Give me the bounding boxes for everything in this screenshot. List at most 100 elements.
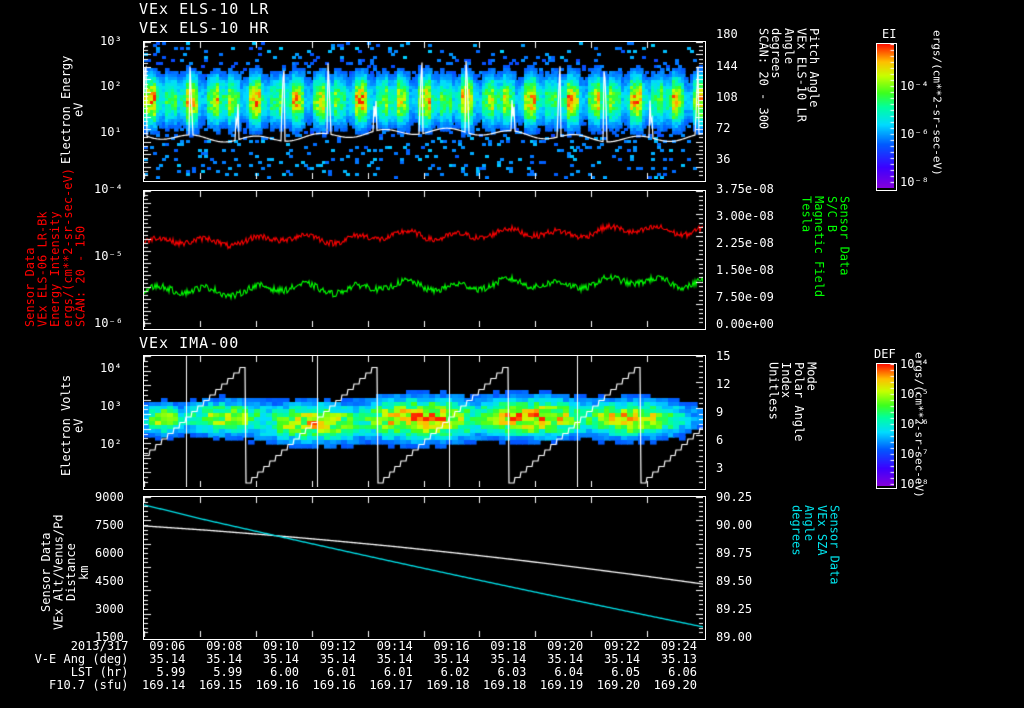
row-label-date: 2013/317 [70,639,129,653]
lst-cell: 6.06 [668,665,697,679]
time-cell: 09:06 [149,639,186,653]
lst-cell: 5.99 [156,665,186,679]
f107-cell: 169.20 [653,678,697,692]
f107-cell: 169.19 [539,678,584,692]
panel2-ytick2-2: 2.25e-08 [716,236,774,250]
ve-ang-cell: 35.14 [433,652,470,666]
ve-ang-cell: 35.14 [206,652,243,666]
panel3-ytick2-1: 12 [716,377,731,391]
panel2-ytick2-4: 7.50e-09 [716,290,774,304]
panel1-right-axis-label: Pitch Angle VEx ELS-10 LR Angle degrees … [756,28,821,130]
panel3-ytick2-3: 6 [716,433,724,447]
panel2-ytick-0: 10⁻⁴ [94,182,123,196]
panel4-ytick2-0: 90.25 [716,490,753,504]
panel2-ytick-2: 10⁻⁶ [94,316,123,330]
panel3-ytick-1: 10³ [100,399,122,413]
bottom-time-table: 2013/317 09:06 09:08 09:10 09:12 09:14 09:16 0… [0,640,700,692]
lst-cell: 5.99 [213,665,243,679]
panel4-ytick2-5: 89.00 [716,630,753,644]
lst-cell: 6.04 [554,665,584,679]
panel4-left-axis-label: Sensor Data VEx Alt/Venus/Pd Distance km [39,514,91,631]
colorbar-ei-tick-0: 10⁻⁴ [900,79,929,93]
panel4-plot-area[interactable] [143,496,706,640]
f107-cell: 169.17 [369,678,413,692]
panel2-ytick-1: 10⁻⁵ [94,249,123,263]
lst-cell: 6.01 [383,665,413,679]
panel4-ytick2-3: 89.50 [716,574,753,588]
panel3-title: VEx IMA-00 [139,334,240,352]
colorbar-def-label: DEF [874,347,896,361]
panel2-ytick2-1: 3.00e-08 [716,209,774,223]
colorbar-def[interactable] [876,363,897,489]
colorbar-ei-label: EI [882,27,897,41]
panel1-ytick-1: 10² [100,79,122,93]
panel2-ytick2-5: 0.00e+00 [716,317,774,331]
ve-ang-cell: 35.14 [149,652,186,666]
f107-cell: 169.18 [483,678,527,692]
colorbar-def-tick-1: 10⁻⁵ [900,387,929,401]
time-cell: 09:10 [262,639,300,653]
panel1-ytick2-4: 36 [716,152,731,166]
panel1-left-axis-label: Electron Energy eV [59,55,86,165]
ve-ang-cell: 35.14 [376,652,413,666]
f107-cell: 169.14 [141,678,186,692]
table-row-date: 2013/317 09:06 09:08 09:10 09:12 09:14 09:16 0… [0,640,700,653]
time-cell: 09:22 [603,639,641,653]
ve-ang-cell: 35.14 [603,652,641,666]
panel4-ytick-4: 3000 [95,602,124,616]
colorbar-def-tick-0: 10⁻⁴ [900,357,929,371]
panel4-ytick-3: 4500 [95,574,124,588]
panel3-ytick2-0: 15 [716,349,731,363]
table-row-ve-ang: V-E Ang (deg) 35.14 35.14 35.14 35.14 35.14 3… [0,653,700,666]
panel1-ytick-2: 10¹ [100,125,122,139]
time-cell: 09:12 [319,639,356,653]
panel4-ytick2-2: 89.75 [716,546,753,560]
f107-cell: 169.16 [312,678,356,692]
panel1-ytick2-1: 144 [716,59,738,73]
panel2-ytick2-3: 1.50e-08 [716,263,774,277]
time-cell: 09:08 [206,639,243,653]
row-label-ve-ang: V-E Ang (deg) [34,652,129,666]
table-row-f107: F10.7 (sfu) 169.14 169.15 169.16 169.16 169.… [0,679,700,692]
panel4-ytick2-1: 90.00 [716,518,753,532]
panel4-ytick-2: 6000 [95,546,124,560]
ve-ang-cell: 35.14 [490,652,527,666]
panel4-ytick-5: 1500 [95,630,124,644]
f107-cell: 169.16 [255,678,300,692]
time-cell: 09:14 [376,639,413,653]
ve-ang-cell: 35.14 [319,652,356,666]
panel3-ytick-2: 10² [100,437,122,451]
f107-cell: 169.18 [426,678,470,692]
lst-cell: 6.05 [611,665,641,679]
ve-ang-cell: 35.13 [660,652,697,666]
lst-cell: 6.01 [326,665,356,679]
ve-ang-cell: 35.14 [547,652,584,666]
panel1-title-hr: VEx ELS-10 HR [139,19,270,37]
row-label-lst: LST (hr) [70,665,129,679]
panel3-plot-area[interactable] [143,355,706,490]
f107-cell: 169.20 [596,678,641,692]
panel1-ytick2-0: 180 [716,27,738,41]
panel1-ytick2-3: 72 [716,121,731,135]
time-cell: 09:18 [490,639,527,653]
panel4-ytick-0: 9000 [95,490,124,504]
panel2-plot-area[interactable] [143,190,706,330]
panel3-ytick-0: 10⁴ [100,361,122,375]
panel3-right-axis-label: Mode Polar Angle Index Unitless [766,362,819,442]
f107-cell: 169.15 [198,678,243,692]
lst-cell: 6.03 [497,665,527,679]
colorbar-def-tick-4: 10⁻⁸ [900,477,929,491]
time-cell: 09:16 [433,639,470,653]
row-label-f107: F10.7 (sfu) [49,678,129,692]
panel1-ytick-0: 10³ [100,34,122,48]
panel3-left-axis-label: Electron Volts eV [59,374,86,477]
colorbar-ei[interactable] [876,43,897,191]
panel2-left-axis-label: Sensor Data VEx ELS-06 LR-Bk Energy Inte… [23,168,88,327]
time-cell: 09:24 [660,639,697,653]
table-row-lst: LST (hr) 5.99 5.99 6.00 6.01 6.01 6.02 6.03 6.0… [0,666,700,679]
colorbar-ei-tick-2: 10⁻⁸ [900,175,929,189]
ve-ang-cell: 35.14 [262,652,300,666]
panel1-plot-area[interactable] [143,41,706,182]
panel4-ytick2-4: 89.25 [716,602,753,616]
